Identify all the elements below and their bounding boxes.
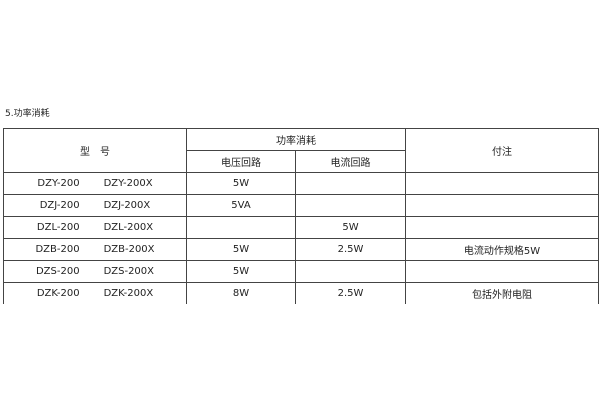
- table-row: DZS-200 DZS-200X 5W: [3, 260, 599, 283]
- note-cell: 电流动作规格5W: [405, 238, 599, 261]
- table-row: DZK-200 DZK-200X 8W 2.5W 包括外附电阻: [3, 282, 599, 304]
- model-cell: DZS-200 DZS-200X: [3, 260, 187, 283]
- note-cell: [405, 172, 599, 195]
- model-cell: DZY-200 DZY-200X: [3, 172, 187, 195]
- voltage-cell: 8W: [186, 282, 296, 304]
- header-current: 电流回路: [295, 150, 406, 173]
- model-name: DZB-200: [35, 244, 80, 255]
- header-note: 付注: [405, 128, 599, 173]
- subheader-row: 电压回路 电流回路: [4, 150, 599, 173]
- model-name-x: DZS-200X: [103, 266, 155, 277]
- voltage-cell: 5W: [186, 172, 296, 195]
- model-name-x: DZK-200X: [103, 288, 154, 299]
- header-power: 功率消耗: [186, 128, 406, 151]
- table-row: DZY-200 DZY-200X 5W: [3, 172, 599, 195]
- model-cell: DZJ-200 DZJ-200X: [3, 194, 187, 217]
- voltage-cell: 5W: [186, 238, 296, 261]
- current-cell: 5W: [295, 216, 406, 239]
- model-name-x: DZJ-200X: [103, 200, 151, 211]
- header-row: 型 号 功率消耗 付注: [3, 128, 599, 173]
- model-name: DZY-200: [37, 178, 80, 189]
- current-cell: 2.5W: [295, 238, 406, 261]
- voltage-cell: 5W: [186, 260, 296, 283]
- table-row: DZL-200 DZL-200X 5W: [3, 216, 599, 239]
- header-model: 型 号: [3, 128, 187, 173]
- model-name: DZK-200: [36, 288, 80, 299]
- section-title: 5.功率消耗: [5, 109, 50, 119]
- current-cell: [295, 172, 406, 195]
- model-cell: DZB-200 DZB-200X: [3, 238, 187, 261]
- model-name: DZL-200: [36, 222, 80, 233]
- note-cell: [405, 260, 599, 283]
- table-row: DZJ-200 DZJ-200X 5VA: [3, 194, 599, 217]
- current-cell: [295, 260, 406, 283]
- model-name: DZS-200: [35, 266, 80, 277]
- note-cell: [405, 216, 599, 239]
- model-name-x: DZB-200X: [103, 244, 155, 255]
- model-name-x: DZL-200X: [103, 222, 154, 233]
- note-cell: 包括外附电阻: [405, 282, 599, 304]
- voltage-cell: 5VA: [186, 194, 296, 217]
- table-row: DZB-200 DZB-200X 5W 2.5W 电流动作规格5W: [3, 238, 599, 261]
- model-cell: DZL-200 DZL-200X: [3, 216, 187, 239]
- model-name-x: DZY-200X: [103, 178, 153, 189]
- model-cell: DZK-200 DZK-200X: [3, 282, 187, 304]
- current-cell: [295, 194, 406, 217]
- current-cell: 2.5W: [295, 282, 406, 304]
- header-voltage: 电压回路: [186, 150, 296, 173]
- power-consumption-table: 型 号 功率消耗 付注 电压回路 电流回路 DZY-200 DZY-200X 5W…: [3, 128, 599, 304]
- note-cell: [405, 194, 599, 217]
- model-name: DZJ-200: [39, 200, 80, 211]
- voltage-cell: [186, 216, 296, 239]
